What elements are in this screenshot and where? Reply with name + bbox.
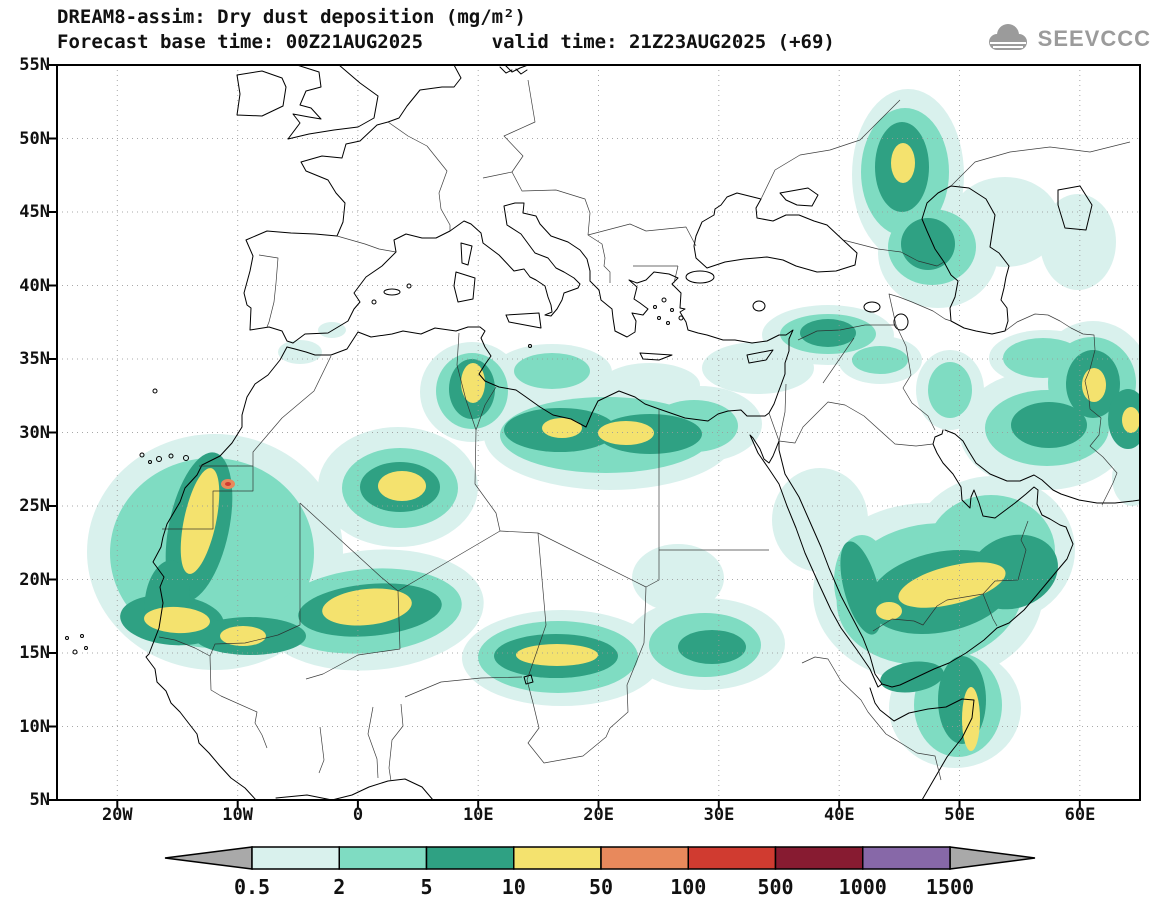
lake-tuz	[753, 301, 765, 311]
sardinia	[454, 272, 475, 302]
map-graphic	[667, 322, 670, 325]
map-graphic	[769, 402, 933, 446]
map-graphic	[800, 319, 856, 347]
colorbar-bar	[165, 847, 1035, 869]
map-graphic	[514, 353, 590, 389]
map-graphic	[852, 346, 908, 374]
map-graphic	[461, 363, 485, 403]
colorbar-segment	[339, 847, 426, 869]
lat-tick-label: 20N	[0, 570, 50, 590]
dust-level-100	[225, 482, 231, 486]
map-graphic	[654, 306, 657, 309]
map-graphic	[901, 218, 955, 270]
weather-chart-canvas: DREAM8-assim: Dry dust deposition (mg/m²…	[0, 0, 1165, 907]
ireland	[237, 71, 286, 116]
lon-tick-label: 40E	[824, 805, 855, 825]
map-graphic	[658, 317, 661, 320]
lon-tick-label: 20W	[102, 805, 133, 825]
map-graphic	[81, 635, 84, 638]
colorbar-segment	[688, 847, 775, 869]
aegean-islands	[654, 298, 684, 325]
lon-tick-label: 10W	[222, 805, 253, 825]
map-graphic	[259, 80, 696, 327]
map-graphic	[1122, 407, 1140, 433]
map-graphic	[378, 471, 426, 501]
map-graphic	[671, 309, 674, 312]
lake-van	[864, 302, 880, 312]
colorbar-tick-label: 0.5	[234, 875, 270, 899]
map-graphic	[1040, 194, 1116, 290]
colorbar-tick-label: 2	[333, 875, 345, 899]
map-graphic	[679, 316, 683, 320]
map-graphic	[225, 482, 231, 486]
lat-tick-label: 55N	[0, 55, 50, 75]
map-graphic	[1112, 450, 1152, 506]
map-graphic	[598, 421, 654, 445]
map-graphic	[678, 630, 746, 664]
colorbar-right-arrow	[950, 847, 1035, 869]
coast-nw-europe	[244, 65, 461, 343]
lake-urmia	[894, 314, 908, 330]
lat-tick-label: 10N	[0, 717, 50, 737]
lat-tick-label: 30N	[0, 423, 50, 443]
map-graphic	[85, 647, 88, 650]
colorbar-segment	[427, 847, 514, 869]
lat-tick-label: 50N	[0, 129, 50, 149]
colorbar-tick-label: 50	[589, 875, 613, 899]
cape-verde-islands	[66, 635, 88, 655]
map-graphic	[662, 298, 666, 302]
colorbar-left-arrow	[165, 847, 252, 869]
lat-tick-label: 25N	[0, 496, 50, 516]
map-graphic	[876, 602, 902, 620]
lat-tick-label: 35N	[0, 349, 50, 369]
lat-tick-label: 45N	[0, 202, 50, 222]
map-graphic	[542, 418, 582, 438]
sicily	[506, 313, 541, 328]
map-graphic	[928, 362, 972, 418]
lon-tick-label: 20E	[583, 805, 614, 825]
lon-tick-label: 30E	[704, 805, 735, 825]
mallorca	[384, 289, 400, 295]
lon-tick-label: 50E	[944, 805, 975, 825]
coast-gulf-of-guinea	[276, 779, 433, 800]
colorbar-tick-label: 1000	[839, 875, 887, 899]
map-graphic	[73, 650, 77, 654]
colorbar-segment	[514, 847, 601, 869]
sea-of-marmara	[686, 271, 714, 283]
lon-tick-label: 0	[353, 805, 363, 825]
latitude-ticks	[49, 65, 57, 800]
map-graphic	[891, 143, 915, 183]
sweden-tip	[505, 65, 528, 72]
colorbar-segment	[601, 847, 688, 869]
lat-tick-label: 40N	[0, 276, 50, 296]
map-graphic	[500, 531, 646, 587]
madeira	[153, 389, 157, 393]
map-graphic	[702, 342, 814, 394]
map-graphic	[66, 637, 69, 640]
colorbar-tick-label: 1500	[926, 875, 974, 899]
colorbar-segment	[863, 847, 950, 869]
sea-of-azov	[780, 188, 818, 206]
dust-shading	[87, 89, 1156, 768]
corsica	[461, 243, 472, 265]
lat-tick-label: 15N	[0, 643, 50, 663]
colorbar-tick-label: 10	[502, 875, 526, 899]
colorbar-tick-label: 500	[757, 875, 793, 899]
colorbar-tick-label: 5	[420, 875, 432, 899]
colorbar-tick-label: 100	[670, 875, 706, 899]
colorbar-segment	[776, 847, 863, 869]
map	[0, 0, 1165, 907]
colorbar-segment	[252, 847, 339, 869]
ibiza	[372, 300, 376, 304]
denmark-islands	[500, 67, 527, 74]
lon-tick-label: 60E	[1065, 805, 1096, 825]
map-graphic	[516, 644, 598, 666]
lat-tick-label: 5N	[0, 790, 50, 810]
lon-tick-label: 10E	[463, 805, 494, 825]
great-britain	[288, 65, 378, 139]
